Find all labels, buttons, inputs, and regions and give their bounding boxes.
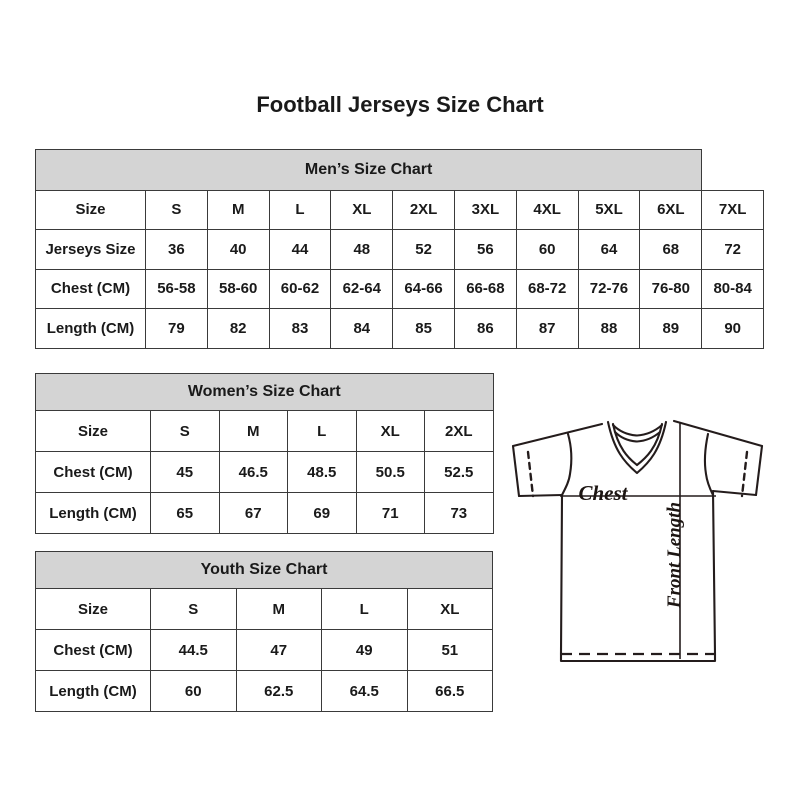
svg-text:Chest: Chest <box>578 481 628 505</box>
svg-text:Front Length: Front Length <box>664 502 685 609</box>
